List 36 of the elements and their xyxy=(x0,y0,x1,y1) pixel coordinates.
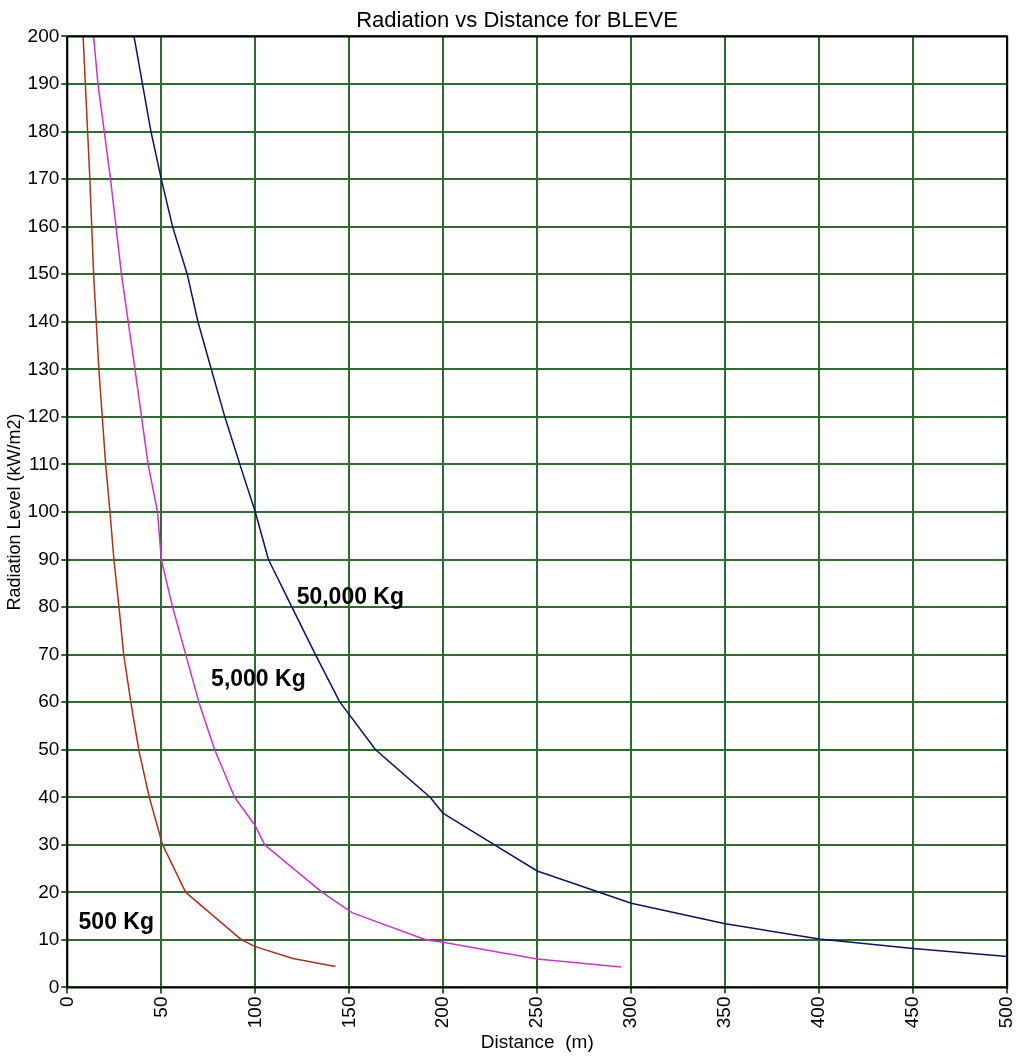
y-tick-label: 200 xyxy=(27,24,60,46)
y-tick-label: 100 xyxy=(27,500,60,522)
y-tick-label: 140 xyxy=(27,309,60,331)
x-tick-label: 300 xyxy=(619,996,641,1029)
x-tick-label: 500 xyxy=(995,996,1017,1029)
y-tick-label: 70 xyxy=(38,642,60,664)
x-tick-label: 150 xyxy=(337,996,359,1029)
y-axis-title: Radiation Level (kW/m2) xyxy=(3,413,24,611)
y-tick-label: 150 xyxy=(27,262,60,284)
x-tick-label: 0 xyxy=(55,996,77,1008)
x-tick-label: 400 xyxy=(807,996,829,1029)
y-tick-label: 20 xyxy=(38,880,60,902)
x-tick-label: 250 xyxy=(525,996,547,1029)
x-tick-label: 350 xyxy=(713,996,735,1029)
x-tick-label: 50 xyxy=(149,996,171,1018)
y-tick-label: 190 xyxy=(27,72,60,94)
x-tick-label: 450 xyxy=(901,996,923,1029)
y-tick-label: 110 xyxy=(29,452,60,474)
y-tick-label: 0 xyxy=(48,975,60,997)
chart-title: Radiation vs Distance for BLEVE xyxy=(356,7,678,33)
x-axis-title: Distance (m) xyxy=(480,1030,594,1052)
x-tick-label: 200 xyxy=(431,996,453,1029)
series-label: 500 Kg xyxy=(78,908,155,935)
y-tick-label: 160 xyxy=(27,214,60,236)
y-tick-label: 40 xyxy=(38,785,60,807)
y-tick-label: 80 xyxy=(38,595,60,617)
y-tick-label: 60 xyxy=(38,690,60,712)
x-tick-label: 100 xyxy=(243,996,265,1029)
y-tick-label: 120 xyxy=(27,405,60,427)
y-tick-label: 10 xyxy=(38,928,60,950)
y-tick-label: 90 xyxy=(38,547,60,569)
y-tick-label: 180 xyxy=(27,119,60,141)
y-tick-label: 30 xyxy=(38,833,60,855)
y-tick-label: 130 xyxy=(27,357,60,379)
y-tick-label: 50 xyxy=(38,737,60,759)
y-tick-label: 170 xyxy=(27,167,60,189)
